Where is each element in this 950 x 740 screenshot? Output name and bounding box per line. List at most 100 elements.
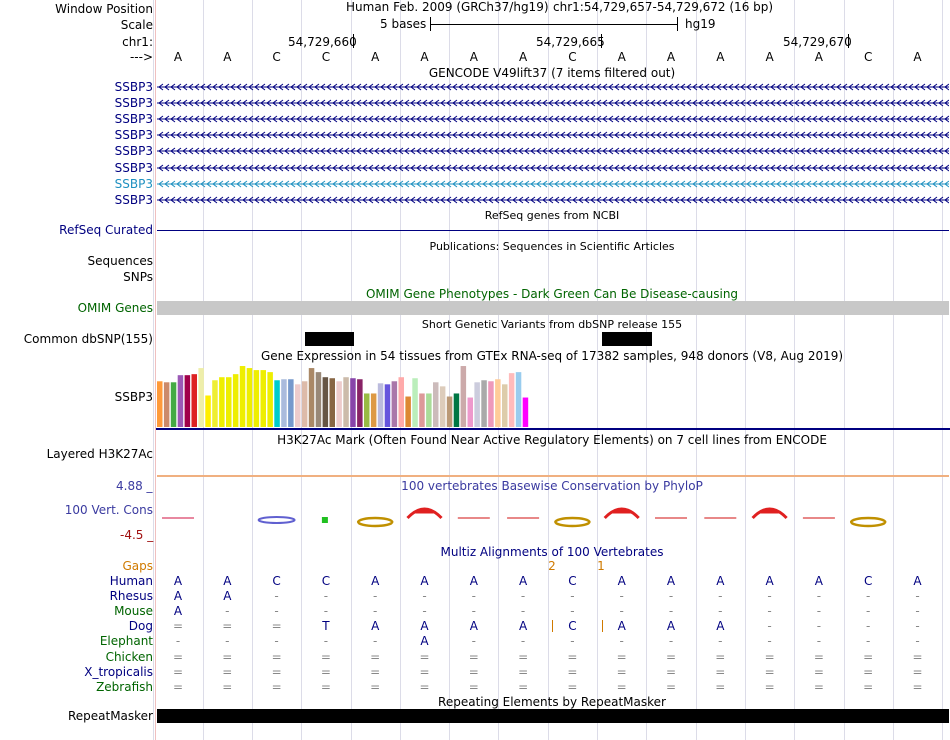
gencode-transcript-label[interactable]: SSBP3 <box>114 80 153 94</box>
gtex-tissue-bar[interactable] <box>495 379 501 427</box>
gtex-tissue-bar[interactable] <box>364 393 370 427</box>
phylop-logo[interactable] <box>156 502 950 532</box>
gtex-tissue-bar[interactable] <box>295 384 301 427</box>
gencode-transcript-line[interactable] <box>157 196 949 204</box>
gencode-transcript-label[interactable]: SSBP3 <box>114 176 153 191</box>
gtex-tissue-bar[interactable] <box>384 384 391 427</box>
gtex-tissue-bar[interactable] <box>246 368 253 427</box>
gtex-tissue-bar[interactable] <box>508 373 515 427</box>
multiz-species-label[interactable]: Zebrafish <box>96 679 153 694</box>
gencode-transcript-label[interactable]: SSBP3 <box>114 144 153 159</box>
sequences-label[interactable]: Sequences <box>87 254 153 268</box>
gtex-tissue-bar[interactable] <box>322 377 329 427</box>
repeatmasker-bar[interactable] <box>157 709 949 723</box>
gtex-tissue-bar[interactable] <box>163 382 170 427</box>
multiz-species-label[interactable]: Human <box>109 574 153 588</box>
h3k27ac-signal-line[interactable] <box>157 475 949 477</box>
gencode-transcript-line[interactable] <box>157 147 949 155</box>
gtex-tissue-bar[interactable] <box>412 378 418 427</box>
sequence-base: C <box>863 50 873 64</box>
multiz-species-label[interactable]: Chicken <box>105 649 153 664</box>
gtex-tissue-bar[interactable] <box>198 368 204 427</box>
gtex-tissue-bar[interactable] <box>288 379 294 427</box>
gtex-tissue-bar[interactable] <box>377 383 384 427</box>
gtex-tissue-bar[interactable] <box>357 379 363 427</box>
gtex-tissue-bar[interactable] <box>315 372 322 427</box>
gtex-tissue-bar[interactable] <box>260 370 267 427</box>
gtex-tissue-bar[interactable] <box>329 378 336 427</box>
gtex-tissue-bar[interactable] <box>419 393 425 427</box>
gencode-transcript-line[interactable] <box>157 131 949 139</box>
gtex-tissue-bar[interactable] <box>281 379 287 427</box>
gencode-transcript-line[interactable] <box>157 180 949 188</box>
multiz-species-label[interactable]: Dog <box>128 619 153 634</box>
gtex-tissue-bar[interactable] <box>226 377 232 427</box>
gtex-tissue-bar[interactable] <box>343 377 349 427</box>
gtex-tissue-bar[interactable] <box>474 382 480 427</box>
gtex-tissue-bar[interactable] <box>274 380 280 427</box>
repeatmasker-label[interactable]: RepeatMasker <box>67 709 153 723</box>
gtex-tissue-bar[interactable] <box>502 384 508 427</box>
gtex-tissue-bar[interactable] <box>488 381 494 427</box>
gtex-tissue-bar[interactable] <box>205 395 211 428</box>
coord-tick-1: 54,729,660 <box>288 35 357 49</box>
gtex-tissue-bar[interactable] <box>170 382 177 427</box>
multiz-species-label[interactable]: Mouse <box>114 604 153 619</box>
gtex-tissue-bar[interactable] <box>301 381 308 427</box>
gencode-transcript-label[interactable]: SSBP3 <box>114 192 153 207</box>
gencode-transcript-label[interactable]: SSBP3 <box>114 96 153 111</box>
multiz-base: A <box>223 589 232 604</box>
gtex-tissue-bar[interactable] <box>219 377 225 427</box>
gencode-transcript-line[interactable] <box>157 99 949 107</box>
dbsnp-label[interactable]: Common dbSNP(155) <box>23 332 153 346</box>
gtex-tissue-bar[interactable] <box>405 396 411 427</box>
omim-bar[interactable] <box>157 301 949 315</box>
omim-label[interactable]: OMIM Genes <box>77 301 153 315</box>
dbsnp-variant-2[interactable] <box>602 332 652 346</box>
gencode-transcript-label[interactable]: SSBP3 <box>114 128 153 143</box>
gtex-tissue-bar[interactable] <box>481 380 487 427</box>
gtex-tissue-bar[interactable] <box>191 374 198 427</box>
gtex-tissue-bar[interactable] <box>239 366 246 427</box>
gtex-tissue-bar[interactable] <box>426 393 432 427</box>
gtex-tissue-bar[interactable] <box>391 381 398 427</box>
gtex-tissue-bar[interactable] <box>522 397 529 427</box>
gtex-tissue-bar[interactable] <box>232 374 239 427</box>
refseq-gene-line[interactable] <box>157 230 949 231</box>
gtex-tissue-bar[interactable] <box>453 393 460 427</box>
gtex-tissue-bar[interactable] <box>253 370 260 427</box>
multiz-base: = <box>172 664 184 679</box>
gtex-label[interactable]: SSBP3 <box>114 390 153 404</box>
gtex-tissue-bar[interactable] <box>446 396 453 427</box>
gencode-transcript-line[interactable] <box>157 83 949 91</box>
gaps-label[interactable]: Gaps <box>122 559 153 573</box>
gtex-tissue-bar[interactable] <box>308 368 315 427</box>
gtex-tissue-bar[interactable] <box>370 393 377 427</box>
gencode-transcript-label[interactable]: SSBP3 <box>114 160 153 175</box>
gtex-tissue-bar[interactable] <box>467 397 474 427</box>
gtex-bar-chart[interactable] <box>156 364 950 432</box>
gtex-tissue-bar[interactable] <box>439 386 446 427</box>
multiz-species-label[interactable]: Rhesus <box>109 589 153 604</box>
gtex-tissue-bar[interactable] <box>177 375 184 427</box>
snps-label[interactable]: SNPs <box>123 270 153 284</box>
gtex-tissue-bar[interactable] <box>267 372 273 427</box>
gtex-tissue-bar[interactable] <box>460 366 467 427</box>
gtex-tissue-bar[interactable] <box>336 381 342 427</box>
gencode-transcript-line[interactable] <box>157 164 949 172</box>
refseq-label[interactable]: RefSeq Curated <box>59 223 153 237</box>
multiz-species-label[interactable]: Elephant <box>99 634 153 649</box>
gtex-tissue-bar[interactable] <box>398 377 405 427</box>
gtex-tissue-bar[interactable] <box>157 381 163 427</box>
gtex-tissue-bar[interactable] <box>515 372 522 427</box>
phylop-label[interactable]: 100 Vert. Cons <box>64 503 153 517</box>
h3k27ac-label[interactable]: Layered H3K27Ac <box>46 447 153 461</box>
gtex-tissue-bar[interactable] <box>350 378 356 427</box>
gtex-tissue-bar[interactable] <box>184 375 191 427</box>
multiz-species-label[interactable]: X_tropicalis <box>84 664 153 679</box>
dbsnp-variant-1[interactable] <box>305 332 354 346</box>
gtex-tissue-bar[interactable] <box>212 380 218 427</box>
gtex-tissue-bar[interactable] <box>433 382 439 427</box>
gencode-transcript-label[interactable]: SSBP3 <box>114 112 153 127</box>
gencode-transcript-line[interactable] <box>157 115 949 123</box>
